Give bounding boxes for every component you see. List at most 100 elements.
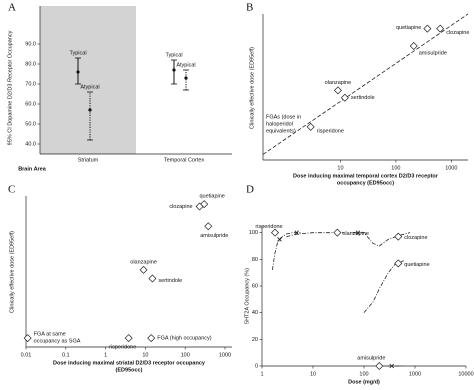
y-axis-label: 95% CI Dopamine D2/D3 Receptor Occupancy	[7, 30, 13, 145]
point-label: FGA (high occupancy)	[157, 336, 212, 342]
x-tick-label: Temporal Cortex	[164, 157, 205, 163]
point-label: FGA at same	[34, 332, 66, 338]
data-point	[195, 202, 204, 211]
x-tick-label: 100	[181, 352, 190, 358]
x-axis-label: Dose inducing maximal striatal D2/D3 rec…	[53, 360, 206, 366]
x-tick-label: 10	[142, 352, 148, 358]
series-label: quetiapine	[404, 262, 429, 268]
point-label: amisulpride	[419, 50, 447, 56]
annotation: FGAs (dose in	[266, 114, 301, 120]
x-tick-label: 0.1	[62, 352, 70, 358]
annotation: equivalents)	[266, 128, 296, 134]
data-point	[409, 42, 418, 50]
curve	[286, 232, 344, 238]
panel-label: C	[8, 184, 15, 196]
cross-marker	[389, 363, 395, 369]
curve	[352, 232, 411, 247]
diamond-marker	[375, 362, 384, 370]
x-tick-label: 1000	[409, 371, 421, 377]
y-tick-label: 40.0	[25, 141, 36, 147]
point-label: sertindole	[351, 95, 375, 101]
panel-label: B	[246, 2, 253, 14]
data-point	[139, 265, 148, 274]
y-tick-label: 80	[252, 257, 258, 263]
point-label: clozapine	[169, 204, 192, 210]
x-tick-label: 1	[104, 352, 107, 358]
point-label: occupancy as SGA	[34, 339, 81, 345]
x-tick-label: 0.01	[21, 352, 32, 358]
y-tick-label: 0	[255, 363, 258, 369]
x-tick-label: 1000	[445, 165, 457, 171]
panel-label: A	[8, 2, 16, 14]
point-label: sertindole	[158, 278, 182, 284]
diamond-marker	[333, 228, 342, 237]
x-tick-label: 1	[260, 371, 263, 377]
diamond-marker	[394, 232, 403, 241]
cross-marker	[355, 230, 361, 235]
series-label: Atypical	[176, 62, 195, 68]
data-point	[23, 334, 32, 343]
y-tick-label: 90.0	[25, 41, 36, 47]
point-label: risperidone	[317, 128, 344, 134]
x-tick-label: 10	[337, 165, 343, 171]
category-background	[40, 6, 136, 154]
curve	[272, 232, 302, 271]
mean-dot	[184, 76, 188, 80]
x-tick-label: Striatum	[78, 157, 99, 163]
series-label: risperidone	[255, 224, 282, 230]
category-background	[136, 6, 232, 154]
point-label: clozapine	[446, 30, 469, 36]
series-label: Typical	[165, 52, 182, 58]
point-label: olanzapine	[130, 259, 157, 265]
series-label: Atypical	[80, 84, 99, 90]
data-point	[204, 222, 213, 231]
curve	[363, 260, 404, 313]
x-axis-label: (ED95occ)	[116, 367, 143, 373]
point-label: olanzapine	[325, 80, 352, 86]
x-tick-label: 100	[359, 371, 368, 377]
x-tick-label: 1000	[219, 352, 231, 358]
series-label: Typical	[69, 50, 86, 56]
x-axis-label: occupancy (ED95occ)	[337, 180, 394, 186]
point-label: risperidone	[109, 345, 136, 351]
data-point	[436, 24, 445, 33]
y-axis-label: Clinically effective dose (ED95eff)	[249, 47, 255, 129]
mean-dot	[76, 70, 80, 74]
series-label: amisulpride	[357, 355, 385, 361]
point-label: amisulpride	[200, 233, 228, 239]
series-label: olanzapine	[342, 231, 369, 237]
cross-marker	[294, 230, 300, 235]
y-axis-label: Clinically effective dose (ED95eff)	[9, 231, 15, 313]
x-axis-label: Brain Area	[18, 166, 47, 172]
y-tick-label: 100	[249, 230, 258, 236]
data-point	[148, 274, 157, 283]
data-point	[423, 24, 432, 33]
data-point	[333, 86, 342, 95]
data-point	[147, 334, 156, 343]
y-tick-label: 70.0	[25, 81, 36, 87]
data-point	[340, 93, 349, 102]
x-axis-label: Dose (mg/d)	[348, 379, 380, 385]
y-axis-label: 5HT2A Occupancy (%)	[244, 268, 250, 324]
series-label: clozapine	[404, 235, 427, 241]
diamond-marker	[394, 259, 403, 268]
cross-marker	[277, 237, 282, 242]
x-axis-label: Dose inducing maximal temporal cortex D2…	[293, 173, 439, 179]
point-label: quetiapine	[199, 194, 224, 200]
data-point	[306, 122, 315, 131]
diamond-marker	[271, 228, 280, 237]
annotation: haloperidol	[266, 121, 293, 127]
mean-dot	[172, 68, 176, 72]
y-tick-label: 80.0	[25, 61, 36, 67]
x-tick-label: 100	[391, 165, 400, 171]
data-point	[124, 334, 133, 343]
y-tick-label: 50.0	[25, 121, 36, 127]
y-tick-label: 60.0	[25, 101, 36, 107]
panel-label: D	[246, 184, 254, 196]
point-label: quetiapine	[396, 25, 421, 31]
fit-line	[262, 13, 469, 155]
mean-dot	[88, 108, 92, 112]
x-tick-label: 10000	[458, 371, 473, 377]
y-tick-label: 40	[252, 310, 258, 316]
